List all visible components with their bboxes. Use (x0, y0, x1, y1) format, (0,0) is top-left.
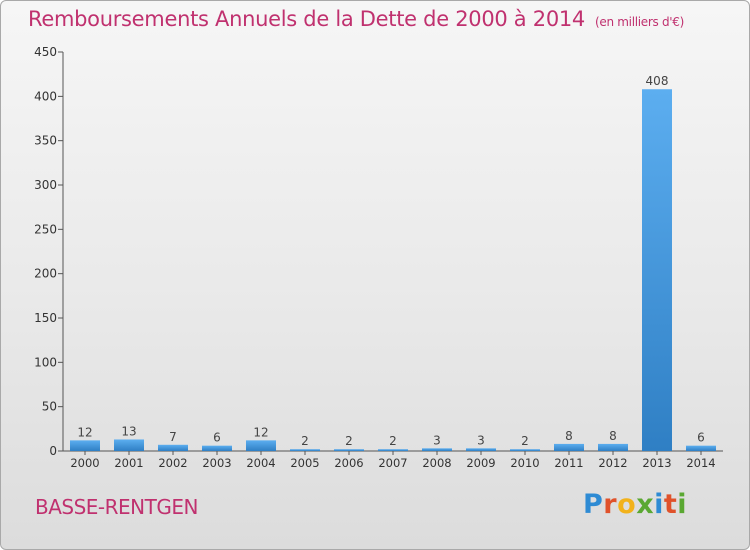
data-label: 13 (121, 424, 136, 438)
y-tick-label: 150 (34, 311, 57, 325)
bar (378, 449, 408, 451)
chart-title-text: Remboursements Annuels de la Dette de 20… (28, 7, 585, 31)
bar (686, 445, 716, 451)
bar (202, 445, 232, 451)
x-tick-label: 2012 (598, 456, 627, 470)
x-tick-label: 2004 (246, 456, 275, 470)
x-tick-label: 2007 (378, 456, 407, 470)
bar (246, 440, 276, 451)
bar (334, 449, 364, 451)
x-tick-label: 2008 (422, 456, 451, 470)
proxiti-logo: Proxiti (583, 489, 688, 520)
data-label: 8 (609, 429, 617, 443)
x-tick-label: 2001 (114, 456, 143, 470)
x-tick-label: 2009 (466, 456, 495, 470)
x-tick-label: 2010 (510, 456, 539, 470)
bar (114, 439, 144, 451)
x-tick-label: 2011 (554, 456, 583, 470)
y-tick-label: 250 (34, 222, 57, 236)
chart-title: Remboursements Annuels de la Dette de 20… (28, 7, 684, 31)
data-label: 6 (697, 431, 705, 445)
data-label: 2 (301, 434, 309, 448)
bar (642, 89, 672, 452)
x-tick-label: 2000 (70, 456, 99, 470)
bar (158, 444, 188, 451)
y-tick-label: 350 (34, 134, 57, 148)
data-label: 2 (521, 434, 529, 448)
place-name: BASSE-RENTGEN (35, 495, 198, 519)
y-tick-label: 450 (34, 45, 57, 59)
data-label: 12 (253, 425, 268, 439)
y-tick-label: 50 (42, 400, 57, 414)
bar (598, 443, 628, 451)
y-tick-label: 200 (34, 267, 57, 281)
x-tick-label: 2014 (686, 456, 715, 470)
data-label: 12 (77, 425, 92, 439)
data-label: 2 (389, 434, 397, 448)
x-tick-label: 2002 (158, 456, 187, 470)
x-tick-label: 2003 (202, 456, 231, 470)
bar (510, 449, 540, 451)
x-tick-label: 2006 (334, 456, 363, 470)
x-tick-label: 2005 (290, 456, 319, 470)
data-label: 3 (477, 433, 485, 447)
data-label: 6 (213, 431, 221, 445)
bar (422, 448, 452, 451)
y-tick-label: 100 (34, 355, 57, 369)
x-tick-label: 2013 (642, 456, 671, 470)
y-tick-label: 400 (34, 89, 57, 103)
data-label: 7 (169, 430, 177, 444)
data-label: 3 (433, 433, 441, 447)
y-tick-label: 0 (49, 444, 57, 458)
bar (466, 448, 496, 451)
data-label: 8 (565, 429, 573, 443)
bar (70, 440, 100, 451)
y-tick-label: 300 (34, 178, 57, 192)
data-label: 2 (345, 434, 353, 448)
data-label: 408 (646, 74, 669, 88)
bar (554, 443, 584, 451)
chart-unit: (en milliers d'€) (595, 15, 685, 29)
bar (290, 449, 320, 451)
